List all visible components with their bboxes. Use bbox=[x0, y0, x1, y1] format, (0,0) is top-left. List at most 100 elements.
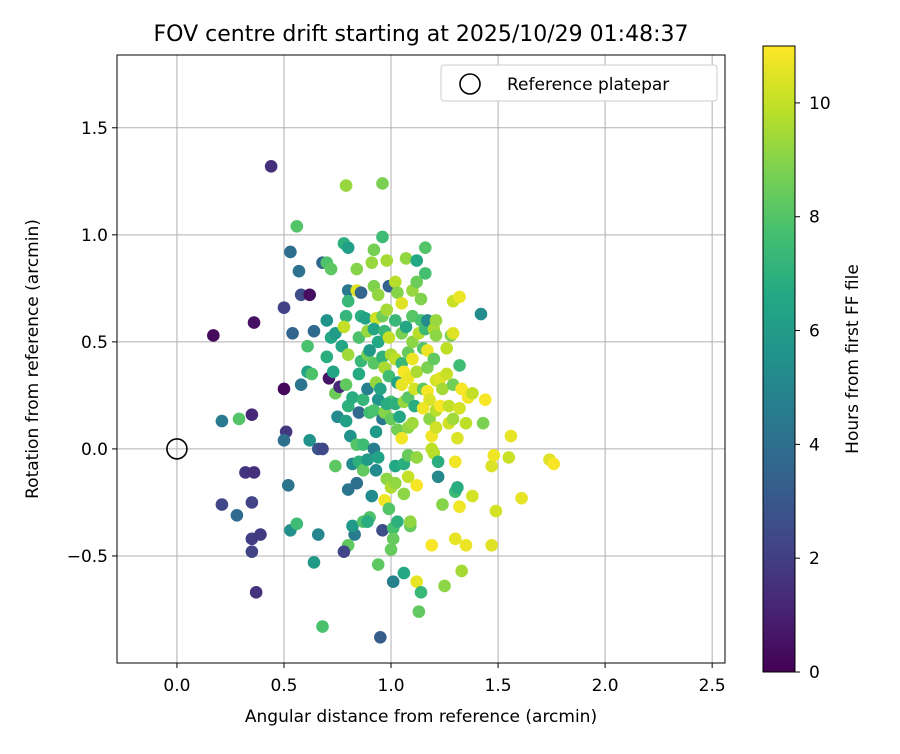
scatter-point bbox=[361, 453, 374, 466]
scatter-point bbox=[395, 297, 409, 310]
scatter-point bbox=[431, 455, 445, 469]
scatter-point bbox=[401, 470, 415, 484]
colorbar bbox=[762, 45, 796, 673]
scatter-point bbox=[374, 382, 387, 396]
scatter-point bbox=[438, 579, 451, 593]
x-axis-label: Angular distance from reference (arcmin) bbox=[245, 707, 597, 727]
y-tick-label: 0.0 bbox=[81, 440, 108, 460]
scatter-point bbox=[346, 519, 359, 533]
colorbar-tick-label: 2 bbox=[809, 549, 820, 569]
scatter-point bbox=[292, 264, 306, 278]
reference-point-layer bbox=[166, 438, 188, 460]
scatter-point bbox=[339, 179, 353, 192]
scatter-point bbox=[386, 575, 400, 588]
scatter-point bbox=[249, 586, 263, 599]
y-tick-label: −0.5 bbox=[67, 547, 108, 567]
scatter-point bbox=[281, 479, 295, 492]
scatter-point bbox=[247, 316, 261, 329]
scatter-point bbox=[399, 320, 413, 334]
scatter-point bbox=[356, 438, 370, 451]
scatter-point bbox=[406, 335, 419, 349]
scatter-point bbox=[361, 515, 374, 529]
legend-label: Reference platepar bbox=[507, 75, 669, 95]
legend: Reference platepar bbox=[440, 64, 718, 102]
scatter-point bbox=[436, 382, 449, 396]
x-tick-label: 2.0 bbox=[592, 676, 619, 696]
scatter-point bbox=[329, 459, 342, 473]
scatter-point bbox=[329, 327, 342, 340]
scatter-point bbox=[410, 254, 424, 267]
scatter-point bbox=[446, 327, 460, 340]
scatter-point bbox=[395, 431, 409, 445]
x-tick-label: 2.5 bbox=[699, 676, 726, 696]
scatter-point bbox=[487, 449, 501, 462]
scatter-point bbox=[307, 556, 321, 569]
scatter-point bbox=[356, 393, 370, 406]
colorbar-label: Hours from first FF file bbox=[843, 264, 863, 454]
scatter-point bbox=[294, 378, 308, 391]
scatter-point bbox=[403, 515, 417, 529]
scatter-point bbox=[341, 241, 355, 254]
scatter-point bbox=[344, 429, 357, 443]
scatter-point bbox=[305, 367, 319, 381]
scatter-point bbox=[466, 489, 479, 503]
scatter-point bbox=[382, 502, 396, 516]
colorbar-tick-label: 10 bbox=[809, 94, 831, 114]
colorbar-tick-label: 4 bbox=[809, 435, 820, 455]
scatter-point bbox=[339, 378, 353, 391]
scatter-point bbox=[448, 455, 462, 469]
scatter-point bbox=[363, 344, 376, 357]
scatter-point bbox=[352, 367, 366, 381]
scatter-point bbox=[320, 350, 334, 364]
scatter-point bbox=[474, 307, 488, 321]
scatter-point bbox=[397, 487, 411, 501]
scatter-point bbox=[303, 434, 316, 447]
scatter-point bbox=[245, 408, 259, 421]
scatter-point bbox=[346, 391, 359, 404]
x-tick-label: 0.0 bbox=[163, 676, 190, 696]
scatter-point bbox=[352, 331, 366, 344]
scatter-point bbox=[245, 496, 259, 509]
x-tick-label: 1.5 bbox=[485, 676, 512, 696]
scatter-point bbox=[207, 329, 220, 342]
scatter-point bbox=[367, 356, 381, 370]
scatter-point bbox=[410, 365, 424, 379]
scatter-point bbox=[371, 288, 385, 302]
scatter-point bbox=[371, 335, 385, 349]
scatter-point bbox=[451, 481, 464, 494]
scatter-point bbox=[429, 329, 443, 342]
scatter-point bbox=[414, 586, 428, 599]
y-tick-label: 1.5 bbox=[81, 119, 108, 139]
scatter-point bbox=[350, 476, 364, 490]
scatter-point bbox=[359, 312, 372, 325]
reference-platepar-marker bbox=[166, 438, 188, 460]
scatter-point bbox=[277, 434, 291, 447]
scatter-point bbox=[436, 498, 449, 511]
scatter-point bbox=[485, 459, 498, 473]
scatter-point bbox=[410, 575, 424, 588]
scatter-point bbox=[352, 406, 366, 419]
scatter-point bbox=[421, 361, 434, 374]
scatter-point bbox=[382, 369, 396, 383]
scatter-point bbox=[316, 442, 329, 456]
scatter-point bbox=[367, 404, 381, 417]
colorbar-tick-label: 8 bbox=[809, 208, 820, 228]
scatter-point bbox=[425, 538, 439, 552]
scatter-point bbox=[356, 464, 370, 477]
scatter-point bbox=[264, 160, 278, 173]
scatter-point bbox=[382, 331, 396, 344]
scatter-point bbox=[416, 401, 430, 415]
legend-marker-icon bbox=[459, 73, 481, 95]
scatter-point bbox=[418, 267, 432, 280]
scatter-point bbox=[442, 399, 456, 413]
scatter-point bbox=[337, 545, 351, 558]
scatter-point bbox=[232, 412, 246, 426]
scatter-point bbox=[337, 320, 351, 334]
scatter-point bbox=[423, 412, 436, 426]
scatter-point bbox=[453, 401, 466, 415]
y-tick-label: 1.0 bbox=[81, 226, 108, 246]
scatter-point bbox=[429, 314, 443, 327]
scatter-point bbox=[391, 515, 404, 529]
legend-box bbox=[440, 64, 718, 102]
